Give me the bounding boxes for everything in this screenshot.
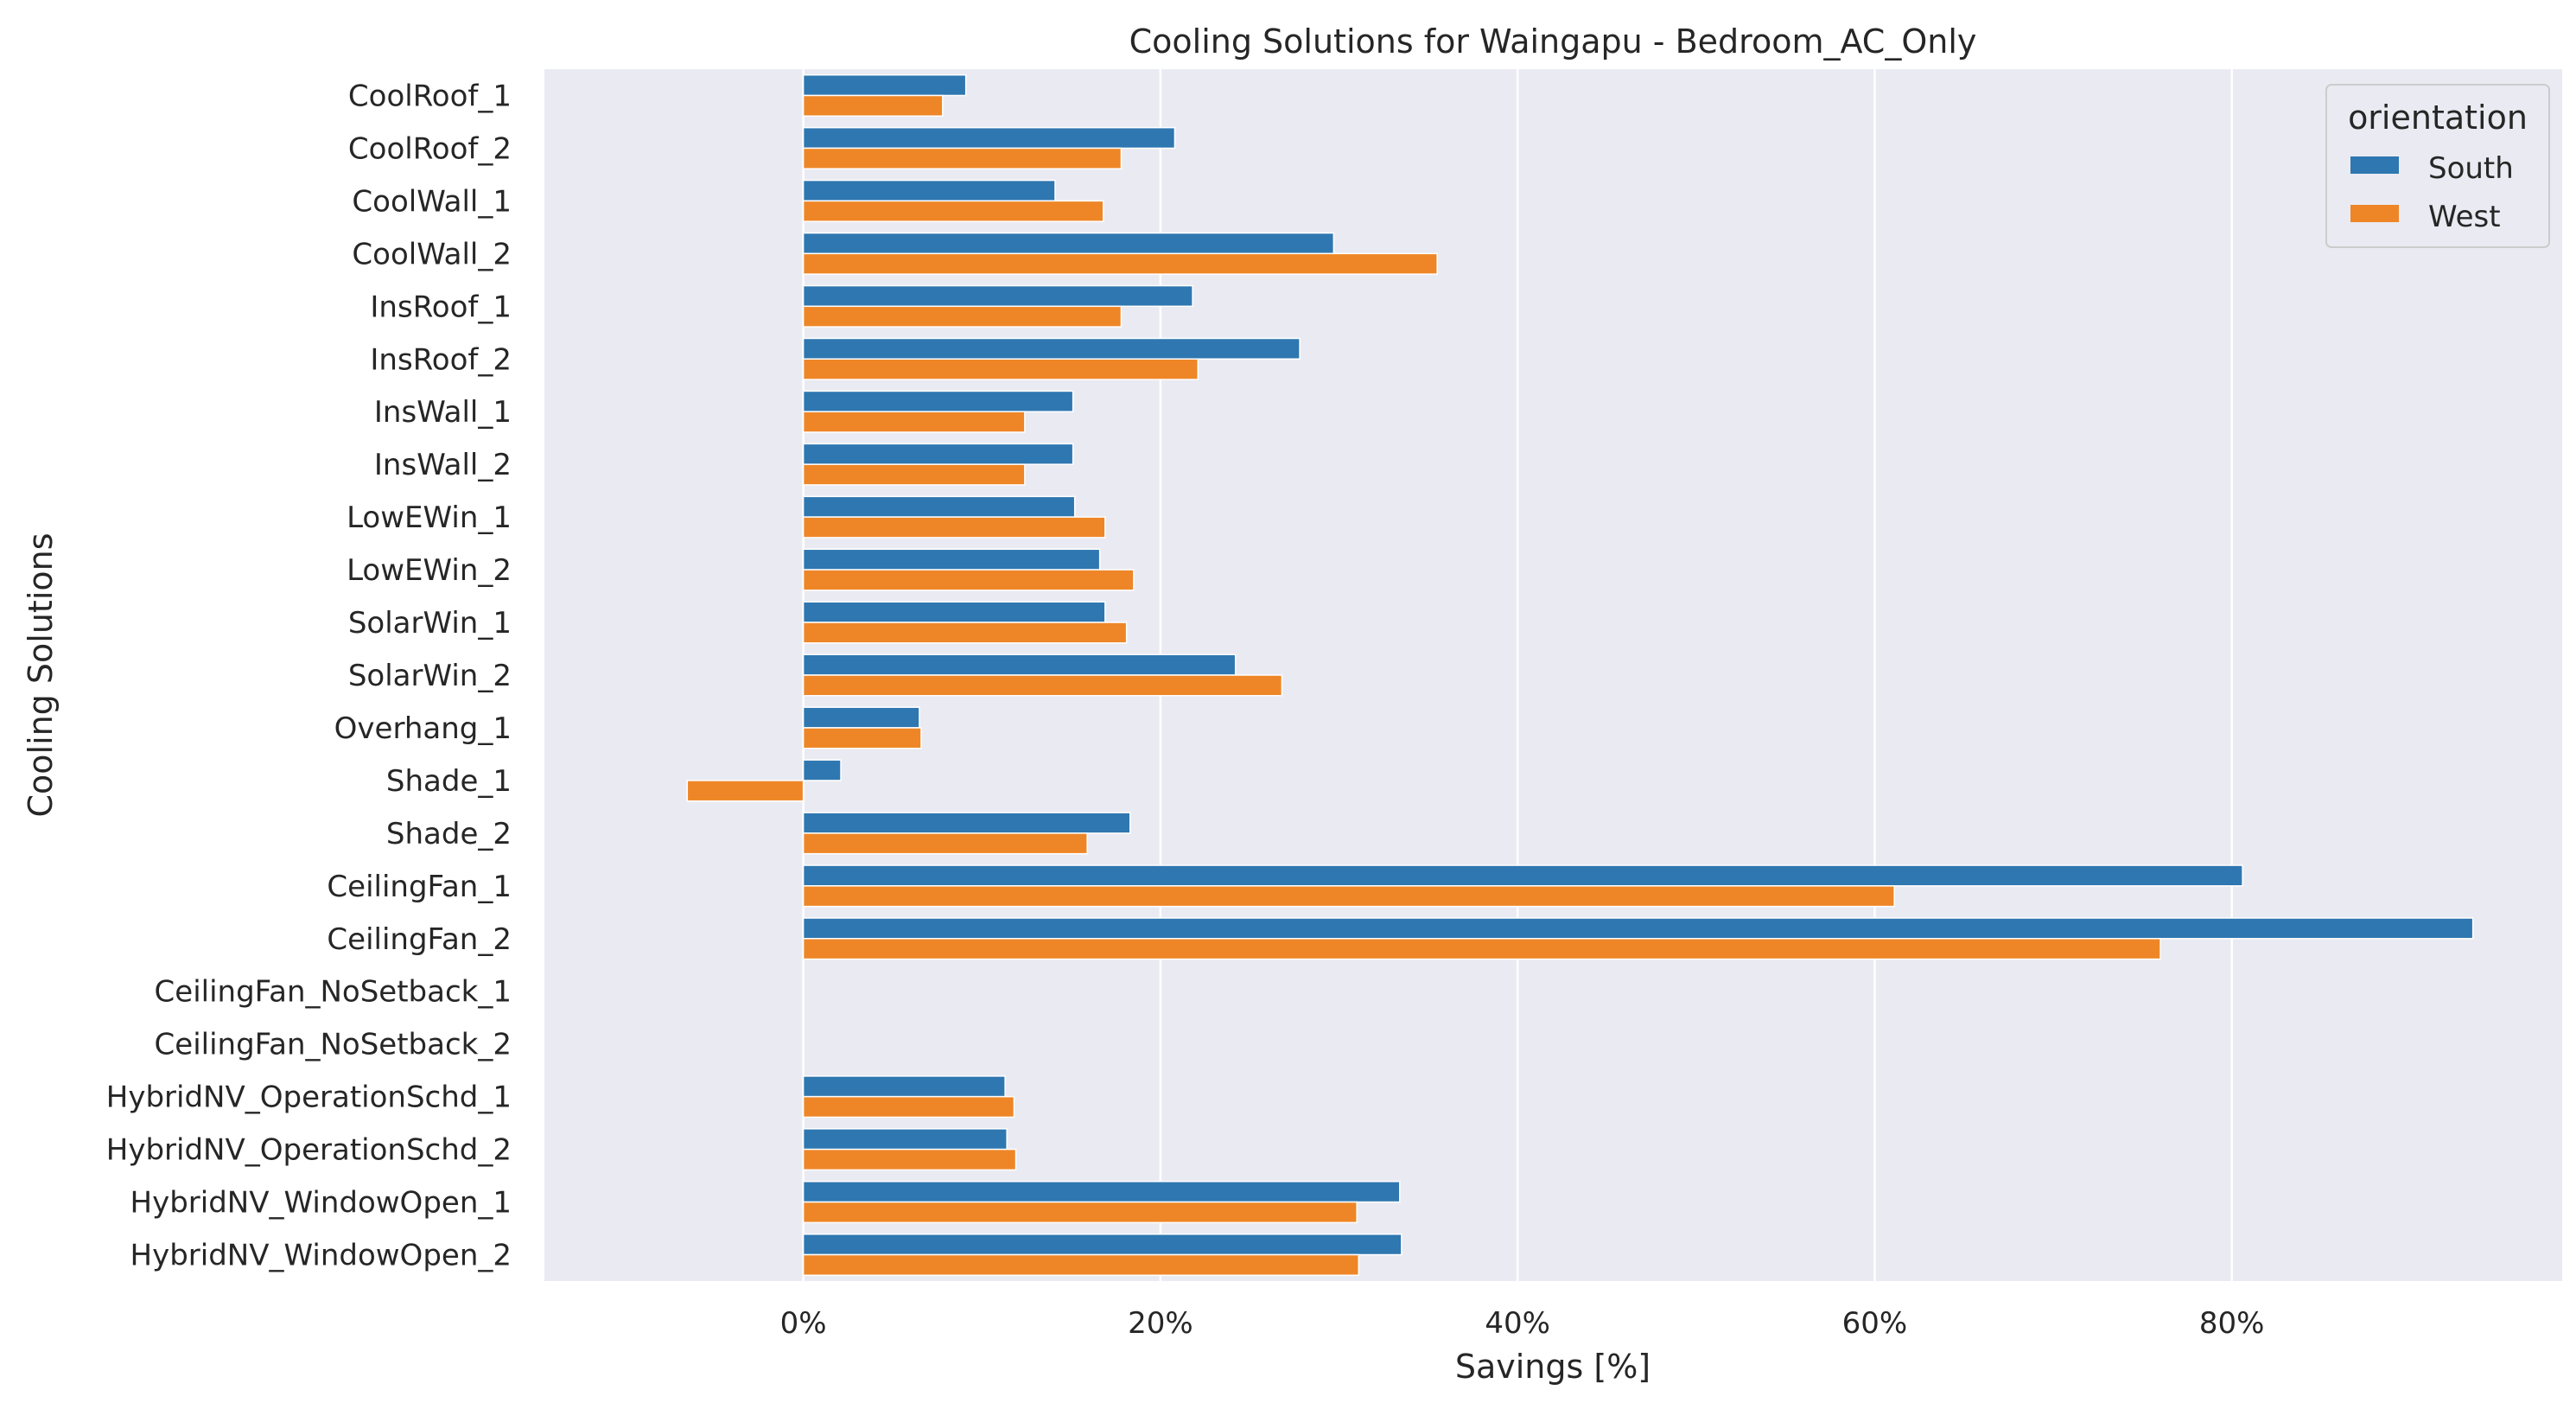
bar-west-coolwall_1 [802,200,1104,222]
legend-label-west: West [2428,200,2501,234]
bar-west-hybridnv_windowopen_2 [802,1253,1360,1277]
y-tick-label: CeilingFan_NoSetback_1 [155,975,512,1010]
y-tick-label: CoolWall_1 [352,184,512,219]
bar-west-hybridnv_operationschd_1 [802,1095,1015,1119]
bar-south-coolroof_1 [802,73,967,97]
bar-west-inswall_2 [802,463,1026,486]
bars-group [686,73,2474,1277]
y-tick-label: SolarWin_2 [348,659,512,693]
legend-label-south: South [2428,151,2514,186]
bar-south-hybridnv_operationschd_1 [802,1075,1006,1098]
y-tick-label: InsRoof_1 [370,290,512,324]
chart-title: Cooling Solutions for Waingapu - Bedroom… [1129,22,1977,61]
bar-west-inswall_1 [802,411,1026,433]
bar-west-hybridnv_windowopen_1 [802,1201,1358,1224]
bar-west-hybridnv_operationschd_2 [802,1148,1017,1171]
bar-west-ceilingfan_1 [802,885,1895,908]
bar-south-inswall_2 [802,443,1074,465]
bar-south-lowewin_2 [802,548,1101,571]
bar-west-solarwin_1 [802,622,1128,644]
x-tick-label: 0% [780,1306,827,1341]
bar-south-lowewin_1 [802,495,1076,518]
y-tick-label: InsWall_1 [374,395,512,430]
bar-south-coolroof_2 [802,126,1176,150]
bar-south-hybridnv_windowopen_2 [802,1233,1402,1256]
bar-west-lowewin_1 [802,516,1106,539]
y-tick-label: Overhang_1 [334,711,512,746]
y-tick-label: Shade_1 [386,764,512,799]
bar-south-coolwall_1 [802,179,1056,202]
x-tick-label: 80% [2199,1306,2265,1341]
y-tick-label: SolarWin_1 [348,606,512,641]
y-axis-label: Cooling Solutions [22,532,60,817]
bar-south-solarwin_1 [802,601,1106,623]
y-tick-label: LowEWin_2 [347,553,512,588]
bar-south-insroof_1 [802,284,1193,308]
y-tick-label: CeilingFan_NoSetback_2 [155,1028,512,1062]
x-tick-label: 40% [1485,1306,1550,1341]
bar-south-solarwin_2 [802,653,1237,676]
bar-south-coolwall_2 [802,232,1335,255]
y-tick-label: CoolRoof_1 [348,79,512,113]
bar-west-coolwall_2 [802,252,1438,275]
y-tick-label: HybridNV_OperationSchd_2 [106,1133,512,1168]
y-tick-labels: CoolRoof_1 CoolRoof_2 CoolWall_1 CoolWall_2… [106,79,512,1272]
x-tick-label: 20% [1128,1306,1193,1341]
bar-south-hybridnv_operationschd_2 [802,1128,1008,1151]
y-tick-label: CoolRoof_2 [348,131,512,166]
bar-south-shade_1 [802,759,842,781]
y-tick-label: CeilingFan_1 [327,870,512,904]
y-tick-label: HybridNV_OperationSchd_1 [106,1081,512,1115]
x-axis-label: Savings [%] [1455,1348,1651,1386]
bar-west-ceilingfan_2 [802,938,2161,960]
y-tick-label: InsWall_2 [374,448,512,482]
bar-south-shade_2 [802,812,1131,834]
y-tick-label: CeilingFan_2 [327,922,512,957]
legend-swatch-south [2350,156,2399,174]
bar-west-coolroof_2 [802,147,1123,169]
bar-west-shade_1 [686,780,805,802]
bar-south-ceilingfan_1 [802,864,2243,887]
bar-south-inswall_1 [802,390,1074,412]
y-tick-label: InsRoof_2 [370,342,512,377]
x-tick-labels: 0% 20% 40% 60% 80% [780,1306,2265,1341]
legend: orientation South West [2325,84,2550,248]
bar-south-hybridnv_windowopen_1 [802,1181,1401,1203]
bar-west-insroof_2 [802,358,1199,380]
y-tick-label: LowEWin_1 [347,500,512,535]
bar-west-coolroof_1 [802,94,944,118]
bar-west-shade_2 [802,832,1088,855]
legend-swatch-west [2350,205,2399,222]
bar-south-ceilingfan_2 [802,917,2474,940]
bar-south-overhang_1 [802,706,920,729]
y-tick-label: HybridNV_WindowOpen_1 [130,1186,512,1221]
legend-title: orientation [2348,99,2528,137]
bar-south-insroof_2 [802,337,1301,360]
bar-west-solarwin_2 [802,674,1283,697]
y-tick-label: Shade_2 [386,817,512,851]
bar-west-overhang_1 [802,727,922,749]
bar-west-lowewin_2 [802,569,1135,591]
bar-west-insroof_1 [802,305,1123,328]
y-tick-label: CoolWall_2 [352,237,512,271]
x-tick-label: 60% [1842,1306,1908,1341]
y-tick-label: HybridNV_WindowOpen_2 [130,1239,512,1273]
